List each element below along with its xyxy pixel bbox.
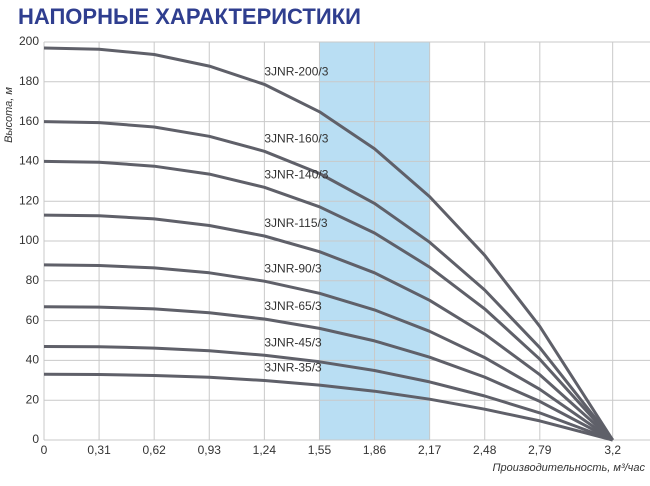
curve [43,263,614,442]
curve-label: 3JNR-140/3 [264,167,328,181]
chart-title: НАПОРНЫЕ ХАРАКТЕРИСТИКИ [18,4,361,29]
curve-label: 3JNR-115/3 [264,216,327,230]
curve-label: 3JNR-90/3 [264,261,322,275]
x-tick-label: 1,86 [363,443,387,457]
curve [43,159,614,442]
y-tick-label: 0 [32,432,39,446]
x-tick-label: 2,17 [418,443,442,457]
curve [43,305,614,442]
y-tick-label: 120 [19,193,39,207]
curve [43,120,614,441]
x-tick-label: 1,24 [253,443,277,457]
x-tick-label: 0,62 [143,443,167,457]
x-axis-label: Производительность, м³/час [493,462,646,474]
x-tick-label: 2,48 [473,443,497,457]
curve-label: 3JNR-45/3 [264,335,322,349]
x-tick-label: 0 [41,443,48,457]
x-tick-label: 0,31 [87,443,111,457]
y-tick-label: 200 [19,34,39,48]
y-tick-label: 40 [26,353,40,367]
x-tick-label: 2,79 [528,443,552,457]
y-tick-label: 100 [19,233,39,247]
y-tick-label: 20 [26,392,40,406]
curve-label: 3JNR-200/3 [264,65,328,79]
curve [43,372,614,442]
x-tick-label: 1,55 [308,443,332,457]
curve [43,46,614,441]
x-tick-label: 0,93 [198,443,222,457]
curve-label: 3JNR-35/3 [264,361,322,375]
y-tick-label: 80 [26,273,40,287]
y-tick-label: 160 [19,114,39,128]
y-axis-label: Высота, м [3,87,15,143]
x-tick-label: 3,2 [604,443,621,457]
curve [43,213,614,442]
curve [43,345,614,442]
curve-label: 3JNR-65/3 [264,299,322,313]
curve-label: 3JNR-160/3 [264,131,328,145]
y-tick-label: 60 [26,313,40,327]
y-tick-label: 180 [19,74,39,88]
y-tick-label: 140 [19,154,39,168]
